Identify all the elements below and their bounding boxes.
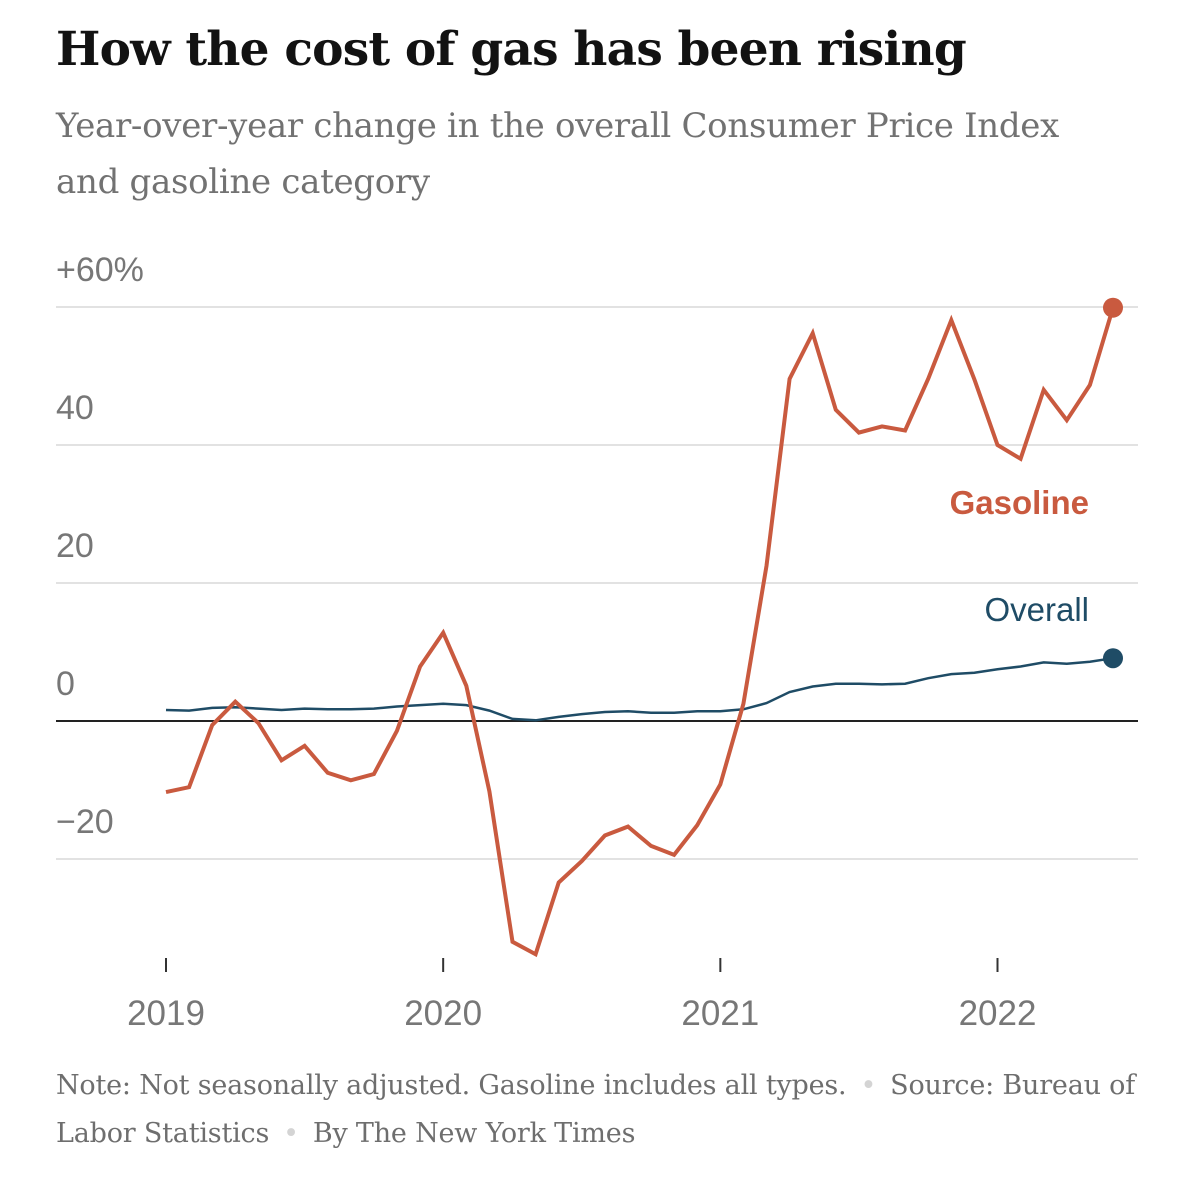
x-tick-label: 2020 bbox=[404, 994, 482, 1033]
y-tick-label: 0 bbox=[56, 665, 75, 703]
x-tick-label: 2022 bbox=[959, 994, 1037, 1033]
gasoline-endpoint bbox=[1103, 297, 1123, 318]
footer-source: Source: Bureau of Labor Statistics bbox=[56, 1070, 1136, 1149]
series-lines bbox=[165, 297, 1123, 958]
x-tick-label: 2021 bbox=[681, 994, 759, 1033]
y-tick-label: 40 bbox=[56, 389, 94, 427]
footer-note: Note: Not seasonally adjusted. Gasoline … bbox=[56, 1070, 847, 1101]
footer-separator: • bbox=[860, 1070, 877, 1101]
overall-series-label: Overall bbox=[984, 591, 1089, 628]
y-axis-labels: +60% 40 20 0 −20 bbox=[56, 251, 144, 841]
x-axis: 2019 2020 2021 2022 bbox=[127, 958, 1036, 1033]
overall-endpoint bbox=[1103, 648, 1123, 669]
y-tick-label: +60% bbox=[56, 251, 144, 289]
x-tick-label: 2019 bbox=[127, 994, 205, 1033]
gasoline-line bbox=[165, 307, 1115, 958]
footer-byline: By The New York Times bbox=[312, 1118, 636, 1149]
y-tick-label: 20 bbox=[56, 527, 94, 565]
series-labels: Gasoline Overall bbox=[950, 484, 1089, 628]
gasoline-series-label: Gasoline bbox=[950, 484, 1089, 521]
y-tick-label: −20 bbox=[56, 803, 114, 841]
chart-title: How the cost of gas has been rising bbox=[56, 22, 967, 77]
gridlines bbox=[56, 306, 1138, 860]
chart-subtitle: Year-over-year change in the overall Con… bbox=[56, 106, 1059, 202]
overall-line bbox=[165, 656, 1114, 722]
footer-separator: • bbox=[283, 1118, 299, 1149]
footer: Note: Not seasonally adjusted. Gasoline … bbox=[56, 1062, 1156, 1158]
